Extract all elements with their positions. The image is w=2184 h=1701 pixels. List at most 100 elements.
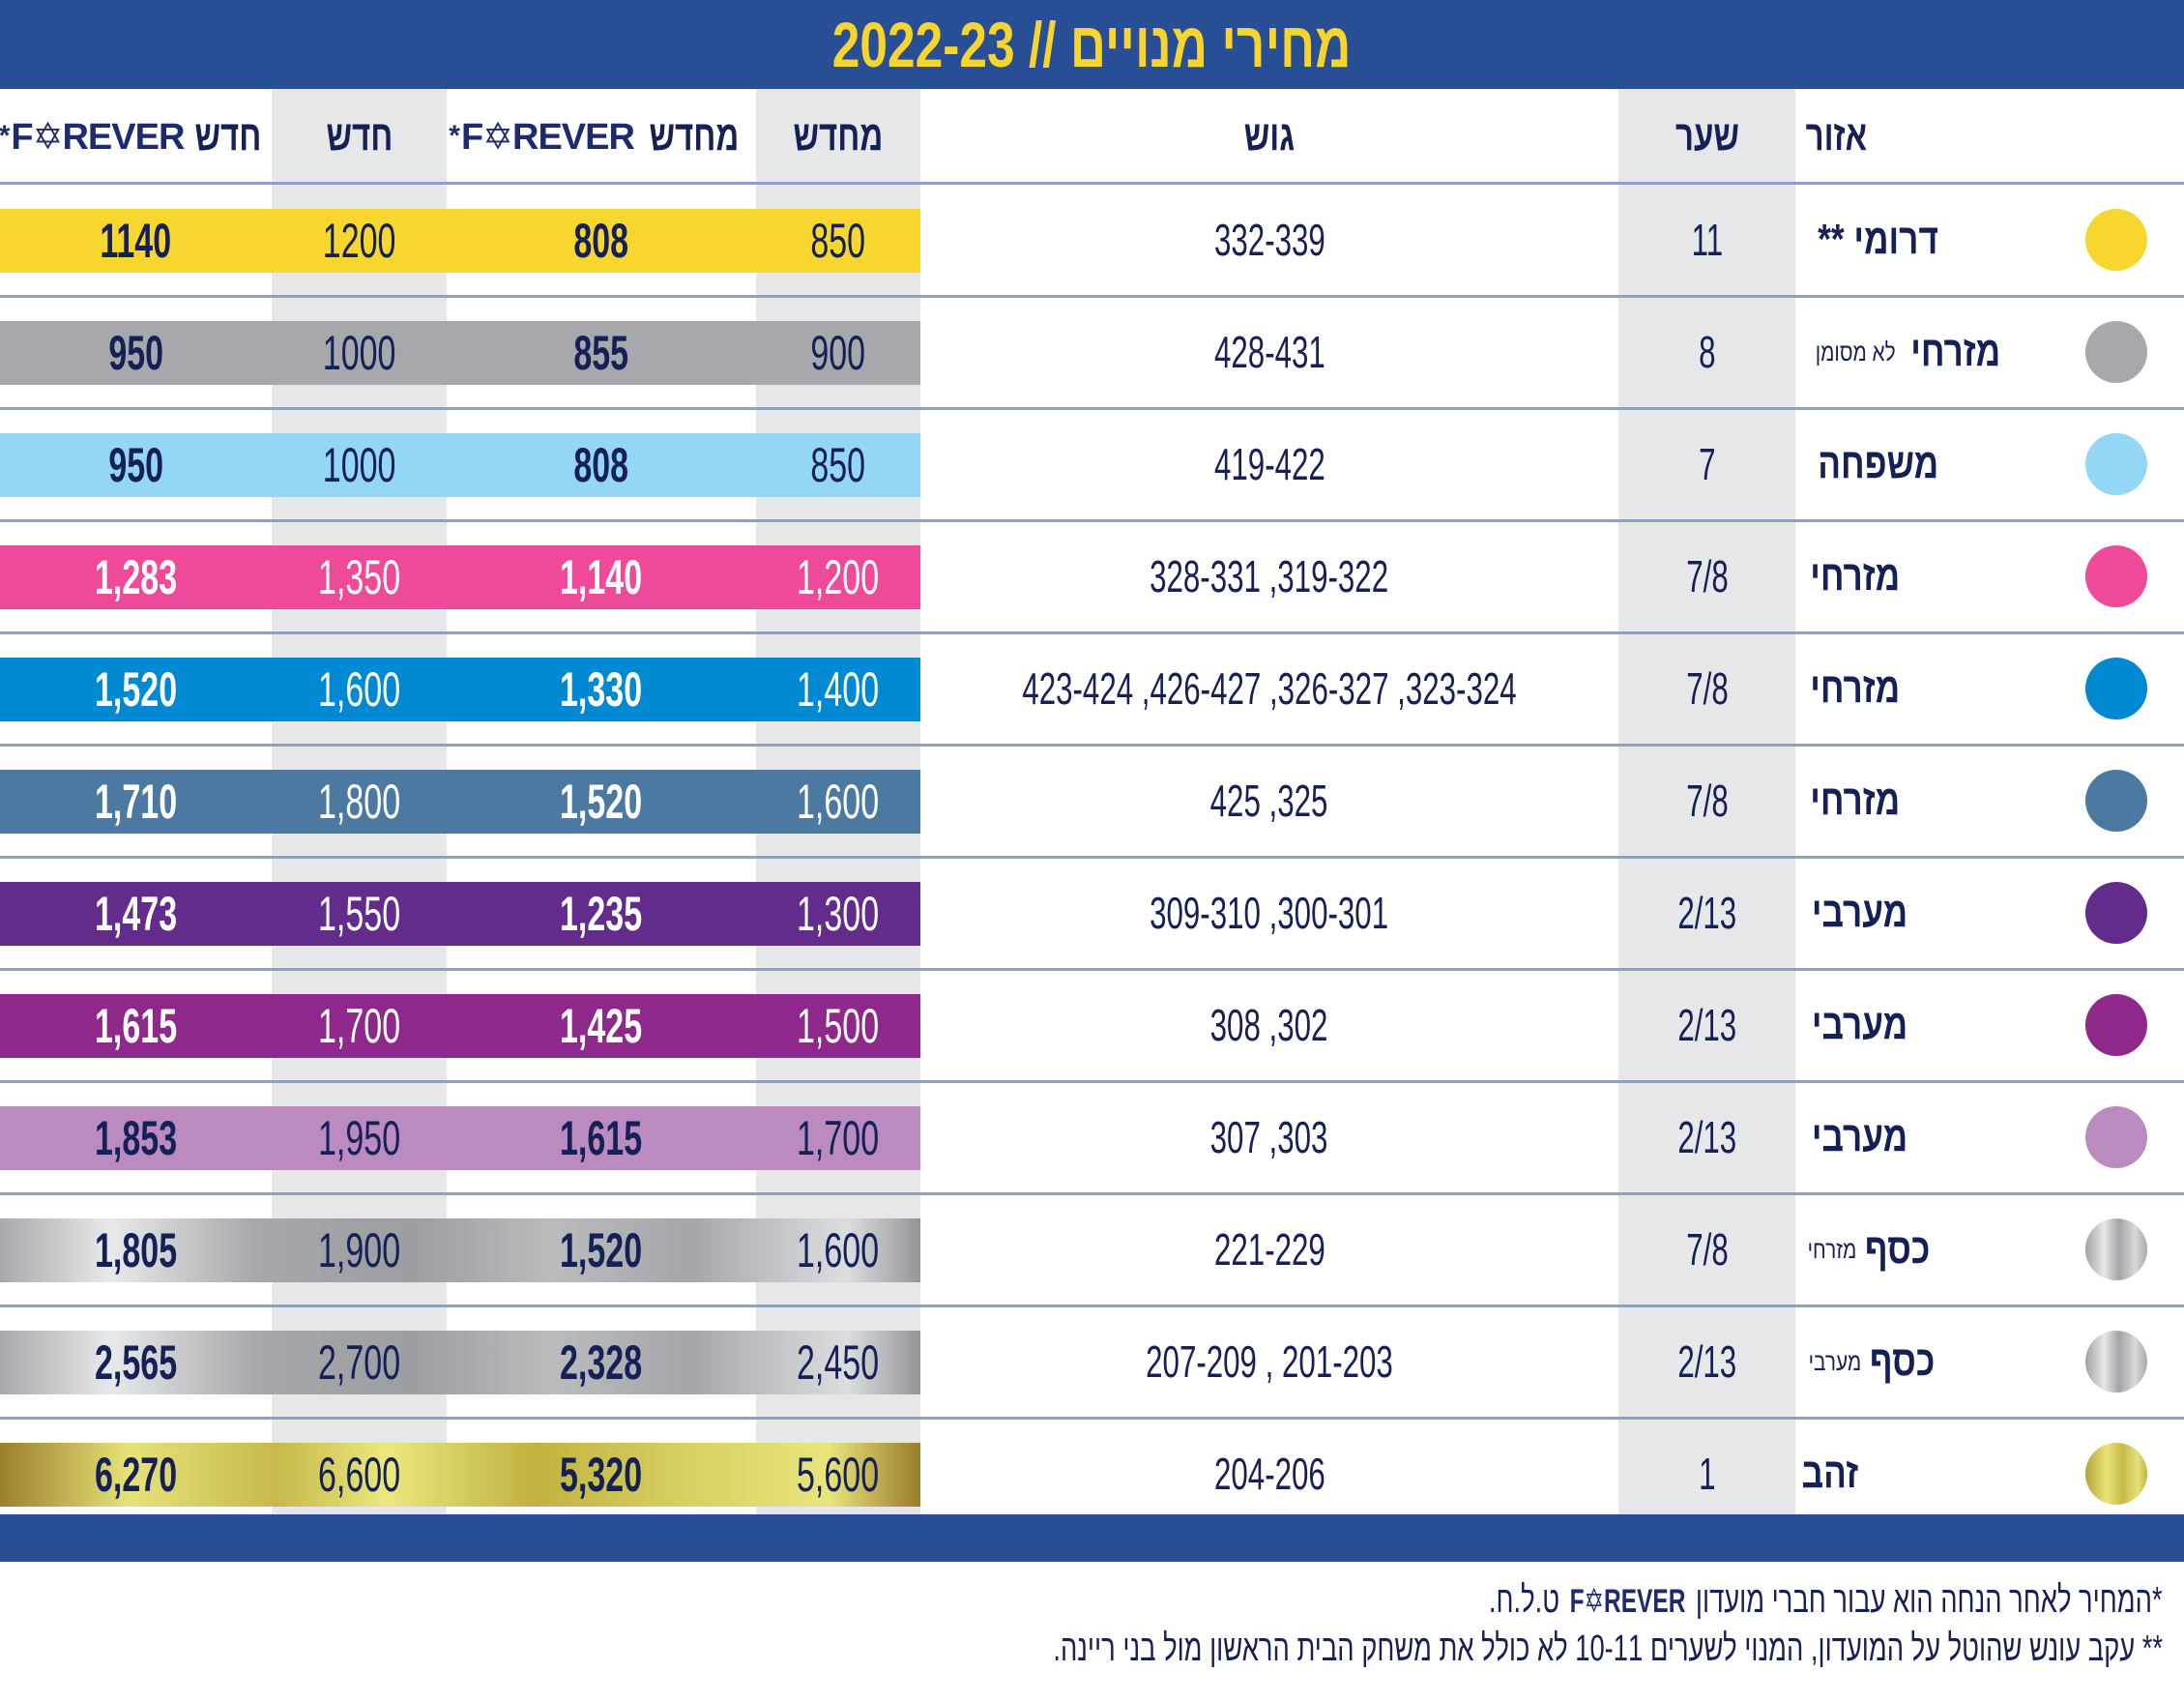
block-range: 207-209 , 201-203 <box>1146 1336 1393 1387</box>
price-renew-forever: 808 <box>573 438 629 492</box>
table-row: 1,473 1,550 1,235 1,300 309-310 ,300-301 2/13… <box>0 857 2184 969</box>
table-row: 1,615 1,700 1,425 1,500 308 ,302 2/13 מערבי <box>0 969 2184 1081</box>
row-divider <box>0 1417 2184 1420</box>
price-new: 1,950 <box>317 1111 401 1165</box>
row-divider <box>0 1192 2184 1195</box>
header-zone: אזור <box>1805 112 1868 160</box>
price-band <box>0 321 920 385</box>
zone-color-dot-icon <box>2085 209 2147 271</box>
table-row: 1140 1200 808 850 332-339 11 דרומי ** <box>0 184 2184 296</box>
zone-color-dot-icon <box>2085 658 2147 719</box>
price-new-forever: 2,565 <box>94 1335 178 1390</box>
price-band <box>0 994 920 1058</box>
gate-number: 8 <box>1698 327 1716 377</box>
price-renew: 900 <box>810 326 866 380</box>
zone-name: מזרחי <box>1810 777 1901 824</box>
zone-subtitle: מזרחי <box>1807 1234 1857 1264</box>
price-band <box>0 1218 920 1282</box>
zone-label: מערבי <box>1795 1081 2095 1193</box>
price-new-forever: 6,270 <box>94 1448 178 1502</box>
block-range: 204-206 <box>1213 1449 1325 1499</box>
row-divider <box>0 407 2184 410</box>
gate-number: 7/8 <box>1685 776 1729 826</box>
price-band <box>0 770 920 834</box>
zone-color-dot-icon <box>2085 882 2147 944</box>
price-band <box>0 545 920 609</box>
price-new-forever: 1,283 <box>94 550 178 604</box>
table-row: 950 1000 855 900 428-431 8 מזרחי לא מסומן <box>0 296 2184 408</box>
table-row: 1,805 1,900 1,520 1,600 221-229 7/8 כסף מזרחי <box>0 1193 2184 1305</box>
header-new: חדש <box>326 112 393 160</box>
header-divider <box>0 182 2184 185</box>
price-band <box>0 209 920 273</box>
gate-number: 7/8 <box>1685 1224 1729 1275</box>
zone-label: דרומי ** <box>1795 184 2095 296</box>
zone-color-dot-icon <box>2085 1443 2147 1505</box>
zone-name: זהב <box>1801 1450 1859 1497</box>
gate-number: 1 <box>1698 1449 1716 1499</box>
price-renew: 850 <box>810 438 866 492</box>
price-renew-forever: 1,520 <box>560 1223 643 1277</box>
row-divider <box>0 1080 2184 1083</box>
row-divider <box>0 1305 2184 1307</box>
price-band <box>0 433 920 497</box>
price-renew-forever: 5,320 <box>560 1448 643 1502</box>
price-new: 1,550 <box>317 887 401 941</box>
price-renew: 2,450 <box>797 1335 880 1390</box>
price-renew-forever: 1,425 <box>560 999 643 1053</box>
price-new-forever: 1,853 <box>94 1111 178 1165</box>
footnote-2: ** עקב עונש שהוטל על המועדון, המנוי לשער… <box>1053 1628 2163 1669</box>
price-new: 1,900 <box>317 1223 401 1277</box>
price-renew: 5,600 <box>797 1448 880 1502</box>
footnotes: *המחיר לאחר הנחה הוא עבור חברי מועדון F✡… <box>36 1576 2163 1673</box>
price-band <box>0 882 920 946</box>
price-renew: 1,500 <box>797 999 880 1053</box>
price-renew-forever: 2,328 <box>560 1335 643 1390</box>
footnote-1: *המחיר לאחר הנחה הוא עבור חברי מועדון F✡… <box>36 1576 2163 1625</box>
zone-name: כסף <box>1870 1337 1936 1385</box>
header-new-forever-label: חדש <box>194 112 262 160</box>
price-renew: 850 <box>810 214 866 268</box>
forever-logo-icon: F✡REVER <box>1569 1583 1686 1620</box>
block-range: 309-310 ,300-301 <box>1150 888 1389 938</box>
header-renew-forever: מחדש * F✡REVER <box>447 89 756 184</box>
zone-name: מערבי <box>1811 1001 1908 1048</box>
header-new-forever: חדש *F✡REVER <box>0 89 272 184</box>
price-new: 1200 <box>322 214 396 268</box>
zone-label: מזרחי <box>1795 632 2095 745</box>
zone-name: מזרחי <box>1810 552 1901 600</box>
block-range: 328-331 ,319-322 <box>1150 551 1389 601</box>
zone-subtitle: מערבי <box>1808 1346 1862 1376</box>
zone-name: מערבי <box>1811 1113 1908 1160</box>
page-title: מחירי מנויים // 2022-23 <box>832 9 1352 80</box>
title-bar: מחירי מנויים // 2022-23 <box>0 0 2184 89</box>
price-new-forever: 950 <box>108 326 163 380</box>
price-renew: 1,200 <box>797 550 880 604</box>
price-new: 6,600 <box>317 1448 401 1502</box>
zone-color-dot-icon <box>2085 994 2147 1056</box>
price-new-forever: 1140 <box>100 214 172 268</box>
zone-label: מזרחי לא מסומן <box>1795 296 2095 408</box>
price-new: 1,700 <box>317 999 401 1053</box>
gate-number: 7/8 <box>1685 551 1729 601</box>
zone-name: מערבי <box>1811 889 1908 936</box>
zone-name: מזרחי <box>1909 328 2000 375</box>
price-new: 2,700 <box>317 1335 401 1390</box>
zone-name: מזרחי <box>1810 664 1901 712</box>
zone-label: מערבי <box>1795 969 2095 1081</box>
block-range: 423-424 ,426-427 ,326-327 ,323-324 <box>1022 663 1517 714</box>
price-renew-forever: 855 <box>573 326 629 380</box>
price-renew: 1,700 <box>797 1111 880 1165</box>
price-band <box>0 1331 920 1394</box>
price-renew-forever: 1,520 <box>560 775 643 829</box>
price-band <box>0 1106 920 1170</box>
header-renew-forever-label: מחדש <box>649 112 740 160</box>
price-new-forever: 1,710 <box>94 775 178 829</box>
price-renew-forever: 1,330 <box>560 662 643 717</box>
row-divider <box>0 968 2184 971</box>
zone-name: כסף <box>1865 1225 1931 1273</box>
table-row: 6,270 6,600 5,320 5,600 204-206 1 זהב <box>0 1418 2184 1530</box>
price-new-forever: 1,473 <box>94 887 178 941</box>
price-renew-forever: 1,615 <box>560 1111 643 1165</box>
price-band <box>0 658 920 721</box>
